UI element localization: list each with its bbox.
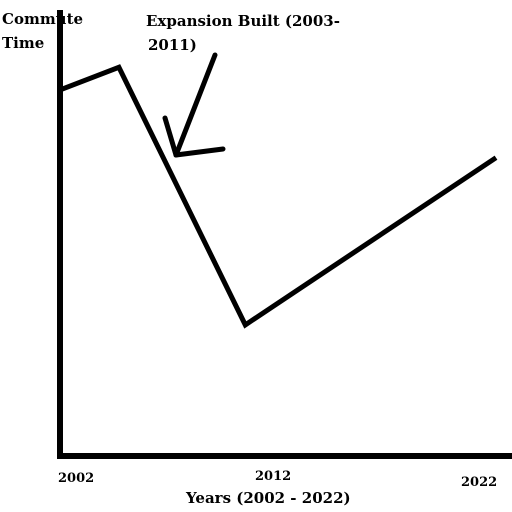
- annotation-arrow-head-left: [162, 115, 179, 158]
- annotation-arrow-shaft: [173, 52, 218, 158]
- x-tick-label-2002: 2002: [58, 471, 94, 486]
- x-axis-label: Years (2002 - 2022): [185, 489, 351, 507]
- series-layer: [59, 64, 498, 329]
- annotation-text-line-1: Expansion Built (2003-: [146, 12, 340, 30]
- y-axis-label-line-2: Time: [2, 34, 44, 52]
- annotation-arrow-head-right: [173, 146, 226, 158]
- annotation-arrow: [162, 52, 226, 158]
- x-tick-label-2012: 2012: [255, 469, 291, 484]
- y-axis-label-line-1: Commute: [2, 10, 83, 28]
- x-tick-label-2022: 2022: [461, 475, 497, 490]
- series-line-0: [59, 64, 498, 329]
- annotation-text-line-2: 2011): [148, 36, 197, 54]
